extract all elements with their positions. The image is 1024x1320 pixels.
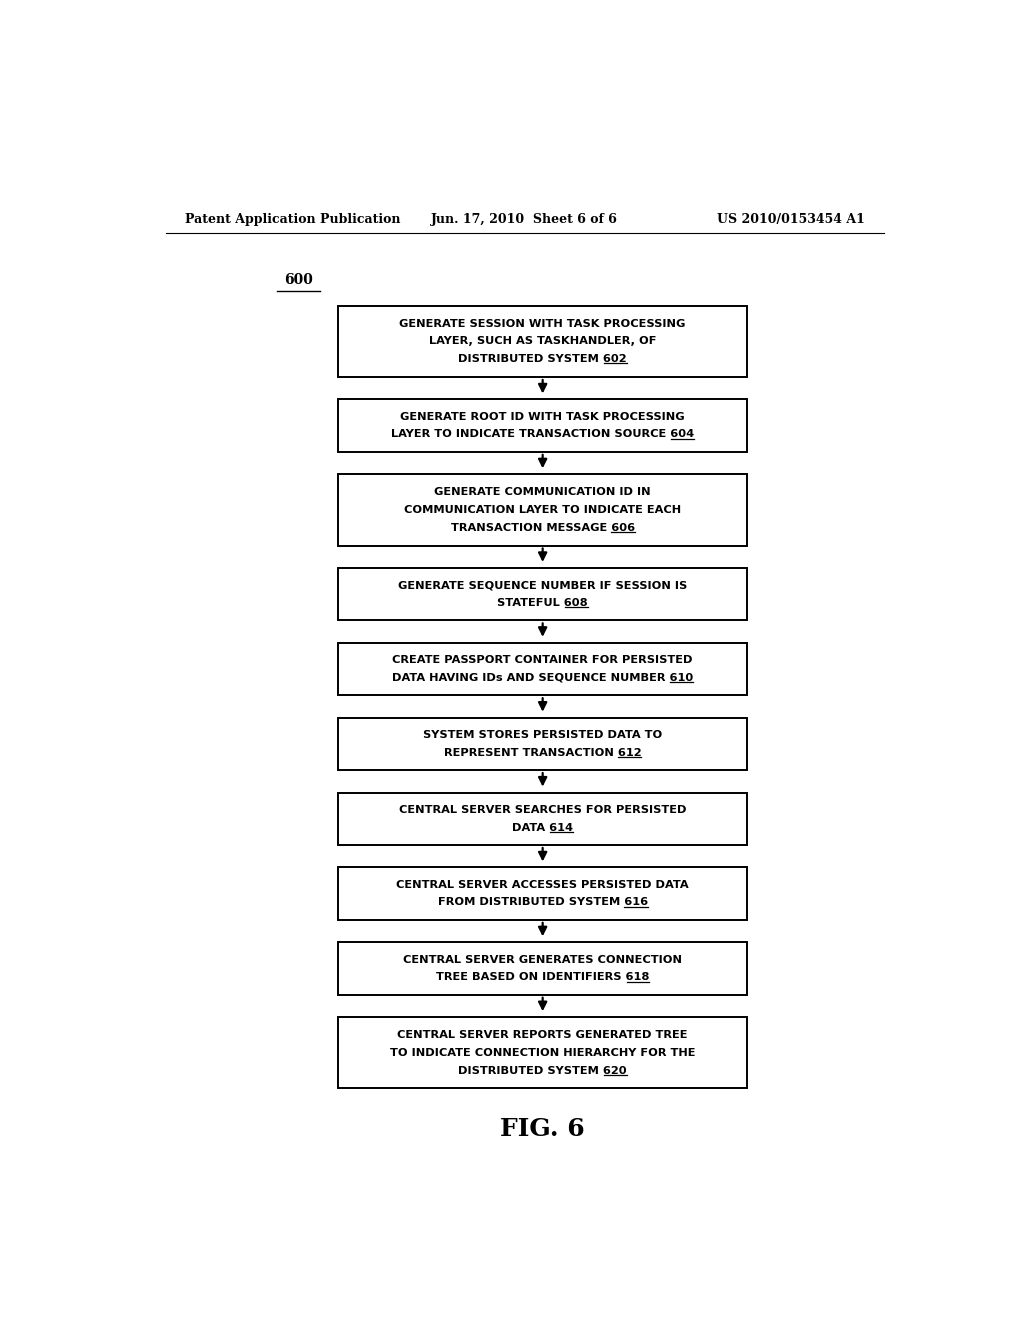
Text: STATEFUL 608: STATEFUL 608 [498, 598, 588, 609]
Text: TRANSACTION MESSAGE 606: TRANSACTION MESSAGE 606 [451, 523, 635, 533]
Text: TREE BASED ON IDENTIFIERS 618: TREE BASED ON IDENTIFIERS 618 [436, 973, 649, 982]
Text: CENTRAL SERVER REPORTS GENERATED TREE: CENTRAL SERVER REPORTS GENERATED TREE [397, 1030, 688, 1040]
Text: Jun. 17, 2010  Sheet 6 of 6: Jun. 17, 2010 Sheet 6 of 6 [431, 213, 618, 226]
Text: FIG. 6: FIG. 6 [501, 1117, 585, 1140]
Text: GENERATE COMMUNICATION ID IN: GENERATE COMMUNICATION ID IN [434, 487, 651, 498]
Text: DISTRIBUTED SYSTEM 620: DISTRIBUTED SYSTEM 620 [459, 1065, 627, 1076]
Text: CENTRAL SERVER SEARCHES FOR PERSISTED: CENTRAL SERVER SEARCHES FOR PERSISTED [399, 805, 686, 814]
Text: TO INDICATE CONNECTION HIERARCHY FOR THE: TO INDICATE CONNECTION HIERARCHY FOR THE [390, 1048, 695, 1057]
FancyBboxPatch shape [338, 718, 748, 770]
Text: 600: 600 [285, 273, 313, 288]
FancyBboxPatch shape [338, 306, 748, 378]
Text: DATA HAVING IDs AND SEQUENCE NUMBER 610: DATA HAVING IDs AND SEQUENCE NUMBER 610 [392, 673, 693, 682]
FancyBboxPatch shape [338, 568, 748, 620]
Text: CENTRAL SERVER ACCESSES PERSISTED DATA: CENTRAL SERVER ACCESSES PERSISTED DATA [396, 880, 689, 890]
Text: CENTRAL SERVER GENERATES CONNECTION: CENTRAL SERVER GENERATES CONNECTION [403, 954, 682, 965]
FancyBboxPatch shape [338, 867, 748, 920]
FancyBboxPatch shape [338, 792, 748, 845]
FancyBboxPatch shape [338, 1018, 748, 1089]
Text: DISTRIBUTED SYSTEM 602: DISTRIBUTED SYSTEM 602 [459, 354, 627, 364]
Text: COMMUNICATION LAYER TO INDICATE EACH: COMMUNICATION LAYER TO INDICATE EACH [404, 506, 681, 515]
Text: REPRESENT TRANSACTION 612: REPRESENT TRANSACTION 612 [443, 747, 641, 758]
FancyBboxPatch shape [338, 400, 748, 451]
Text: CREATE PASSPORT CONTAINER FOR PERSISTED: CREATE PASSPORT CONTAINER FOR PERSISTED [392, 655, 693, 665]
Text: GENERATE SESSION WITH TASK PROCESSING: GENERATE SESSION WITH TASK PROCESSING [399, 318, 686, 329]
Text: GENERATE ROOT ID WITH TASK PROCESSING: GENERATE ROOT ID WITH TASK PROCESSING [400, 412, 685, 422]
Text: SYSTEM STORES PERSISTED DATA TO: SYSTEM STORES PERSISTED DATA TO [423, 730, 663, 741]
Text: GENERATE SEQUENCE NUMBER IF SESSION IS: GENERATE SEQUENCE NUMBER IF SESSION IS [398, 581, 687, 590]
Text: FROM DISTRIBUTED SYSTEM 616: FROM DISTRIBUTED SYSTEM 616 [437, 898, 648, 907]
FancyBboxPatch shape [338, 474, 748, 545]
FancyBboxPatch shape [338, 643, 748, 696]
FancyBboxPatch shape [338, 942, 748, 995]
Text: LAYER, SUCH AS TASKHANDLER, OF: LAYER, SUCH AS TASKHANDLER, OF [429, 337, 656, 346]
Text: DATA 614: DATA 614 [512, 822, 573, 833]
Text: LAYER TO INDICATE TRANSACTION SOURCE 604: LAYER TO INDICATE TRANSACTION SOURCE 604 [391, 429, 694, 440]
Text: Patent Application Publication: Patent Application Publication [185, 213, 400, 226]
Text: US 2010/0153454 A1: US 2010/0153454 A1 [717, 213, 864, 226]
